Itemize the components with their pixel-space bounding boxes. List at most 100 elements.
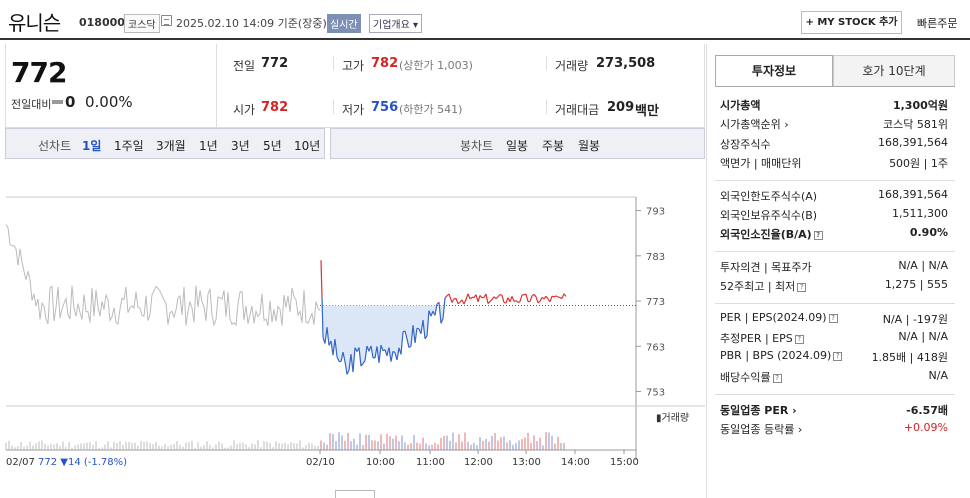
tab-1y[interactable]: 1년 xyxy=(199,139,218,153)
info-label: 상장주식수 xyxy=(720,138,771,151)
tab-3y[interactable]: 3년 xyxy=(231,139,250,153)
price-segment xyxy=(497,294,501,298)
tab-weekly[interactable]: 주봉 xyxy=(542,139,565,153)
quick-order-link[interactable]: 빠른주문 xyxy=(917,17,958,30)
help-icon[interactable]: ? xyxy=(794,334,804,344)
price-segment xyxy=(487,301,491,305)
low-value: 756 xyxy=(371,100,399,115)
info-label: 시가총액 xyxy=(720,99,761,112)
info-label: 52주최고 | 최저? xyxy=(720,278,807,294)
y-tick-label: 783 xyxy=(646,252,665,263)
price-segment xyxy=(463,299,467,305)
realtime-badge[interactable]: 실시간 xyxy=(327,14,361,33)
prev-day-line xyxy=(5,224,321,327)
price-segment xyxy=(537,300,541,304)
price-segment xyxy=(495,296,499,300)
price-segment xyxy=(563,293,567,297)
help-icon[interactable]: ? xyxy=(797,282,807,292)
info-value: +0.09% xyxy=(903,421,948,434)
change-percent: 0.00% xyxy=(85,93,133,111)
price-segment xyxy=(551,295,555,298)
tab-3m[interactable]: 3개월 xyxy=(156,139,186,153)
divider xyxy=(216,44,217,128)
info-label[interactable]: 시가총액순위 › xyxy=(720,118,789,131)
info-label[interactable]: 동일업종 PER › xyxy=(720,404,797,417)
price-segment xyxy=(362,360,366,364)
price-segment xyxy=(501,295,505,303)
current-price: 772 xyxy=(11,56,67,89)
price-segment xyxy=(370,345,374,358)
info-label: 액면가 | 매매단위 xyxy=(720,157,802,170)
price-segment xyxy=(529,295,533,302)
info-value: 168,391,564 xyxy=(878,136,948,149)
help-icon[interactable]: ? xyxy=(813,230,823,240)
price-segment xyxy=(388,347,392,362)
price-chart[interactable]: 793 783 773 763 753 ▮거래량 02/07 02/10 10:00 11:00 1… xyxy=(0,160,705,490)
amount-value: 209 xyxy=(607,100,635,115)
info-value: 500원 | 1주 xyxy=(889,157,948,170)
unchanged-icon xyxy=(52,100,63,104)
info-label[interactable]: 동일업종 등락률 › xyxy=(720,423,803,436)
help-icon[interactable]: ? xyxy=(833,351,843,361)
price-segment xyxy=(525,293,529,302)
price-segment xyxy=(448,293,453,303)
price-segment xyxy=(479,295,483,299)
divider xyxy=(715,251,955,252)
price-segment xyxy=(348,354,352,371)
price-segment xyxy=(509,296,513,302)
price-segment xyxy=(555,295,559,298)
header xyxy=(0,0,970,40)
price-segment xyxy=(517,301,521,303)
add-mystock-button[interactable]: + MY STOCK 추가 xyxy=(801,11,902,34)
candle-chart-tabbar xyxy=(330,128,705,159)
price-segment xyxy=(320,260,323,297)
timestamp: 2025.02.10 14:09 기준(장중) xyxy=(176,17,327,30)
prev-day-summary: 772 ▼14 (-1.78%) xyxy=(38,457,127,468)
tab-invest-info[interactable]: 투자정보 xyxy=(715,55,833,87)
tab-10y[interactable]: 10년 xyxy=(294,139,321,153)
price-segment xyxy=(340,352,344,362)
help-icon[interactable]: ? xyxy=(772,373,782,383)
price-segment xyxy=(440,318,444,324)
x-tick-label: 15:00 xyxy=(610,457,639,468)
market-badge: 코스닥 xyxy=(124,14,160,33)
volume-label: 거래량 xyxy=(555,59,589,73)
line-chart-tabbar xyxy=(5,128,325,159)
tab-5y[interactable]: 5년 xyxy=(263,139,282,153)
price-segment xyxy=(336,356,340,362)
info-label: PER | EPS(2024.09)? xyxy=(720,311,838,324)
tab-orderbook[interactable]: 호가 10단계 xyxy=(833,55,955,87)
y-tick-label: 773 xyxy=(646,297,665,308)
divider xyxy=(715,86,955,87)
price-segment xyxy=(511,296,515,302)
price-segment xyxy=(485,293,489,304)
price-segment xyxy=(489,299,493,302)
tab-monthly[interactable]: 월봉 xyxy=(578,139,601,153)
price-segment xyxy=(404,330,408,340)
price-segment xyxy=(451,298,455,303)
x-tick-label: 10:00 xyxy=(366,457,395,468)
open-value: 782 xyxy=(261,100,289,115)
info-value: N/A | N/A xyxy=(898,259,948,272)
price-summary xyxy=(5,44,705,128)
price-segment xyxy=(505,297,509,304)
help-icon[interactable]: ? xyxy=(828,313,838,323)
lower-limit: (하한가 541) xyxy=(399,103,463,116)
tab-1d[interactable]: 1일 xyxy=(82,139,102,153)
corp-info-dropdown[interactable]: 기업개요 ▾ xyxy=(369,14,422,33)
price-segment xyxy=(406,338,410,348)
price-segment xyxy=(553,295,557,298)
line-chart-label: 선차트 xyxy=(38,139,72,153)
chart-expand-handle[interactable] xyxy=(335,490,375,498)
price-segment xyxy=(561,293,565,299)
price-segment xyxy=(422,320,426,339)
amount-label: 거래대금 xyxy=(555,103,600,117)
price-segment xyxy=(533,293,537,298)
tab-1w[interactable]: 1주일 xyxy=(114,139,144,153)
price-segment xyxy=(408,345,412,349)
price-segment xyxy=(442,297,446,319)
tab-daily[interactable]: 일봉 xyxy=(506,139,529,153)
divider xyxy=(715,303,955,304)
divider xyxy=(715,180,955,181)
price-segment xyxy=(438,302,442,324)
